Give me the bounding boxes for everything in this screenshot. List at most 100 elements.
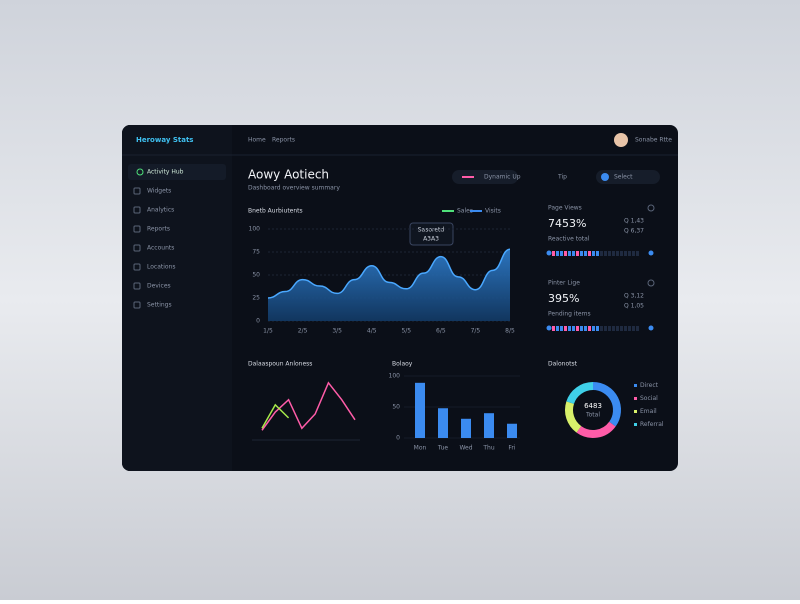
progress-block: [588, 326, 591, 331]
legend-label: Sales: [457, 208, 473, 215]
y-tick-label: 100: [389, 373, 401, 380]
x-tick-label: 4/5: [367, 328, 377, 335]
progress-dot: [546, 325, 552, 331]
progress-block: [576, 326, 579, 331]
icon: [133, 187, 141, 195]
bar: [415, 382, 425, 438]
progress-block: [592, 326, 595, 331]
progress-dot: [648, 325, 654, 331]
card-title: Bolaoy: [392, 361, 413, 368]
progress-block: [620, 326, 623, 331]
progress-block: [580, 326, 583, 331]
progress-block: [596, 326, 599, 331]
progress-block: [616, 326, 619, 331]
donut-segment: [592, 382, 621, 427]
legend-label: Visits: [485, 208, 501, 215]
legend-swatch: [634, 397, 637, 400]
icon: [136, 168, 144, 176]
progress-block: [616, 251, 619, 256]
stat-note: Reactive total: [548, 236, 590, 243]
progress-block: [604, 251, 607, 256]
progress-block: [632, 251, 635, 256]
progress-block: [572, 251, 575, 256]
progress-block: [572, 326, 575, 331]
stat-side: Q 1,43: [624, 218, 644, 225]
sidebar-item[interactable]: Locations: [147, 264, 176, 271]
icon: [133, 244, 141, 252]
sidebar-item[interactable]: Reports: [147, 226, 170, 233]
sidebar-item[interactable]: Analytics: [147, 207, 174, 214]
stat-side: Q 6,37: [624, 228, 644, 235]
sidebar-active: [128, 164, 226, 180]
icon: [133, 206, 141, 214]
x-tick-label: 5/5: [401, 328, 411, 335]
card-title: Bnetb Aurbiutents: [248, 208, 303, 215]
card-title: Dalonotst: [548, 361, 578, 368]
progress-block: [568, 326, 571, 331]
progress-dot: [648, 250, 654, 256]
nav-item[interactable]: Home: [248, 137, 266, 144]
stat-label: Pinter Lige: [548, 280, 580, 287]
icon: [133, 225, 141, 233]
bar: [461, 418, 471, 438]
x-tick-label: 3/5: [332, 328, 342, 335]
y-tick-label: 100: [249, 226, 261, 233]
progress-block: [612, 251, 615, 256]
donut-segment: [576, 421, 616, 438]
bar: [507, 423, 517, 438]
progress-block: [636, 251, 639, 256]
stat-label: Page Views: [548, 205, 582, 212]
status-dot: [647, 204, 655, 212]
x-tick-label: 2/5: [298, 328, 308, 335]
progress-block: [576, 251, 579, 256]
bar: [438, 408, 448, 438]
x-tick-label: 6/5: [436, 328, 446, 335]
filter-label[interactable]: Select: [614, 174, 633, 181]
legend-swatch: [634, 423, 637, 426]
progress-block: [564, 251, 567, 256]
progress-block: [588, 251, 591, 256]
nav-item[interactable]: Reports: [272, 137, 295, 144]
avatar[interactable]: [614, 133, 628, 147]
logo[interactable]: Heroway Stats: [136, 136, 193, 144]
progress-block: [600, 251, 603, 256]
x-tick-label: 8/5: [505, 328, 515, 335]
button-label[interactable]: Dynamic Up: [484, 174, 521, 181]
sidebar-item[interactable]: Activity Hub: [147, 169, 184, 176]
sidebar-item[interactable]: Accounts: [147, 245, 174, 252]
line-series: [261, 381, 356, 431]
progress-block: [564, 326, 567, 331]
progress-block: [608, 326, 611, 331]
area-line: [267, 248, 511, 299]
donut-center: 6483: [584, 402, 602, 410]
tip[interactable]: Tip: [557, 174, 567, 181]
page-subtitle: Dashboard overview summary: [248, 185, 340, 192]
progress-block: [560, 326, 563, 331]
y-tick-label: 75: [252, 249, 260, 256]
progress-block: [600, 326, 603, 331]
icon: [133, 301, 141, 309]
filter[interactable]: [596, 170, 660, 184]
button[interactable]: [452, 170, 518, 184]
stat-side: Q 1,05: [624, 303, 644, 310]
stat-note: Pending items: [548, 311, 591, 318]
legend-label: Social: [640, 395, 658, 402]
sidebar-item[interactable]: Devices: [147, 283, 171, 290]
y-tick-label: 0: [256, 318, 260, 325]
user-name[interactable]: Sonabe Rtte: [635, 137, 672, 144]
y-tick-label: 25: [252, 295, 260, 302]
page-title: Aowy Aotiech: [248, 168, 329, 182]
progress-block: [596, 251, 599, 256]
stat-value: 7453%: [548, 217, 586, 230]
sidebar-item[interactable]: Settings: [147, 302, 172, 309]
progress-block: [552, 326, 555, 331]
progress-block: [584, 251, 587, 256]
progress-block: [612, 326, 615, 331]
x-tick-label: Thu: [482, 445, 494, 452]
sidebar-item[interactable]: Widgets: [147, 188, 171, 195]
icon: [133, 282, 141, 290]
progress-block: [624, 326, 627, 331]
tooltip-label: Sasoretd: [418, 227, 445, 234]
progress-block: [556, 326, 559, 331]
